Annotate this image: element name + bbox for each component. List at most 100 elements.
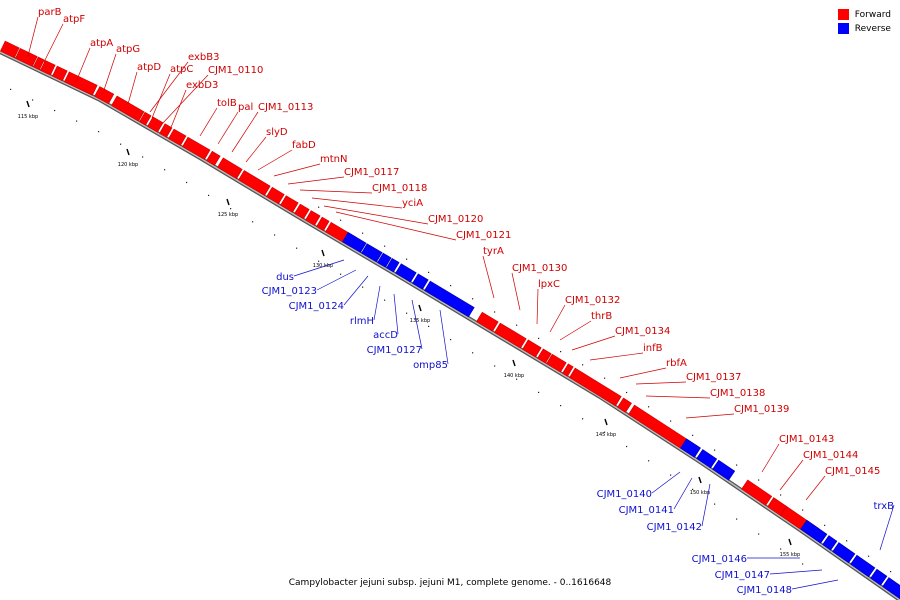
- reverse-gene-block: [822, 535, 838, 551]
- forward-gene-label: CJM1_0120: [428, 214, 483, 225]
- reverse-gene-label: dus: [276, 272, 294, 283]
- leader-line: [791, 579, 839, 590]
- major-tick: [321, 249, 325, 257]
- leader-line: [685, 413, 735, 419]
- minor-tick: [10, 88, 12, 90]
- leader-line: [217, 111, 239, 145]
- reverse-gene-label: CJM1_0148: [737, 585, 792, 596]
- reverse-gene-block: [377, 252, 392, 268]
- leader-line: [257, 149, 293, 171]
- minor-tick: [560, 351, 562, 353]
- reverse-gene-label: CJM1_0142: [647, 522, 702, 533]
- forward-gene-label: tyrA: [483, 246, 504, 257]
- leader-line: [779, 459, 804, 491]
- gene-blocks: [0, 40, 900, 600]
- forward-gene-block: [494, 322, 527, 349]
- forward-gene-label: CJM1_0139: [734, 404, 789, 415]
- forward-gene-label: exbB3: [188, 52, 219, 63]
- minor-tick: [494, 311, 496, 313]
- forward-gene-label: CJM1_0117: [344, 167, 399, 178]
- minor-tick: [538, 337, 540, 339]
- reverse-gene-label: accD: [373, 330, 398, 341]
- minor-tick: [648, 460, 650, 462]
- tick-label: 155 kbp: [780, 552, 800, 558]
- reverse-gene-block: [342, 231, 367, 253]
- minor-tick: [362, 232, 364, 234]
- minor-tick: [296, 247, 298, 249]
- forward-gene-label: thrB: [591, 311, 612, 322]
- tick-label: 150 kbp: [690, 490, 710, 496]
- forward-gene-block: [741, 479, 773, 506]
- minor-tick: [670, 420, 672, 422]
- forward-gene-block: [238, 170, 271, 196]
- minor-tick: [450, 339, 452, 341]
- leader-line: [287, 176, 345, 185]
- reverse-gene-block: [412, 273, 429, 290]
- major-tick: [126, 148, 130, 156]
- reverse-gene-block: [361, 243, 383, 263]
- reverse-gene-label: CJM1_0123: [262, 286, 317, 297]
- minor-tick: [846, 540, 848, 542]
- minor-tick: [714, 449, 716, 451]
- forward-gene-block: [617, 397, 632, 413]
- major-tick: [26, 100, 30, 108]
- tick-label: 135 kbp: [410, 318, 430, 324]
- minor-tick: [472, 352, 474, 354]
- forward-gene-label: CJM1_0145: [825, 466, 880, 477]
- forward-gene-label: exbD3: [186, 80, 218, 91]
- forward-gene-block: [39, 60, 56, 76]
- leader-line: [559, 320, 592, 341]
- tick-label: 140 kbp: [504, 373, 524, 379]
- tick-label: 145 kbp: [596, 432, 616, 438]
- leader-line: [645, 395, 711, 399]
- forward-gene-label: pal: [238, 102, 253, 113]
- minor-ticks: [10, 88, 892, 573]
- forward-gene-block: [94, 86, 115, 105]
- minor-tick: [186, 181, 188, 184]
- minor-tick: [362, 286, 364, 288]
- minor-tick: [824, 524, 826, 526]
- leader-line: [673, 477, 693, 510]
- leader-line: [549, 304, 566, 333]
- legend-forward-swatch: [837, 9, 849, 20]
- leader-line: [769, 569, 823, 575]
- minor-tick: [318, 206, 320, 208]
- legend-reverse: Reverse: [837, 23, 891, 34]
- minor-tick: [560, 405, 562, 407]
- leader-line: [411, 299, 423, 350]
- leader-line: [589, 352, 644, 361]
- leader-line: [536, 288, 539, 325]
- reverse-gene-block: [882, 577, 900, 600]
- leader-line: [571, 335, 616, 351]
- leader-line: [701, 483, 711, 527]
- major-tick: [512, 359, 516, 367]
- forward-gene-block: [63, 71, 98, 96]
- minor-tick: [76, 120, 78, 122]
- tick-label: 130 kbp: [313, 263, 333, 269]
- backbone-line: [0, 50, 900, 600]
- reverse-gene-label: CJM1_0127: [367, 345, 422, 356]
- minor-tick: [670, 474, 672, 476]
- minor-tick: [582, 418, 584, 420]
- minor-tick: [98, 131, 100, 133]
- minor-tick: [274, 234, 276, 236]
- minor-tick: [758, 533, 760, 535]
- leader-line: [879, 504, 895, 551]
- reverse-gene-block: [696, 449, 718, 469]
- forward-gene-label: atpA: [90, 38, 113, 49]
- forward-gene-block: [294, 203, 310, 220]
- leader-line: [293, 259, 345, 277]
- forward-gene-label: CJM1_0143: [779, 434, 834, 445]
- forward-gene-label: lpxC: [538, 279, 560, 290]
- forward-gene-block: [182, 136, 211, 160]
- forward-gene-label: CJM1_0144: [803, 450, 858, 461]
- leader-line: [635, 381, 687, 385]
- leader-line: [127, 71, 138, 105]
- tick-label: 115 kbp: [18, 114, 38, 120]
- reverse-gene-block: [870, 568, 888, 586]
- leader-line: [805, 475, 826, 501]
- minor-tick: [318, 260, 320, 262]
- leader-line: [149, 61, 189, 113]
- leader-line: [151, 73, 171, 119]
